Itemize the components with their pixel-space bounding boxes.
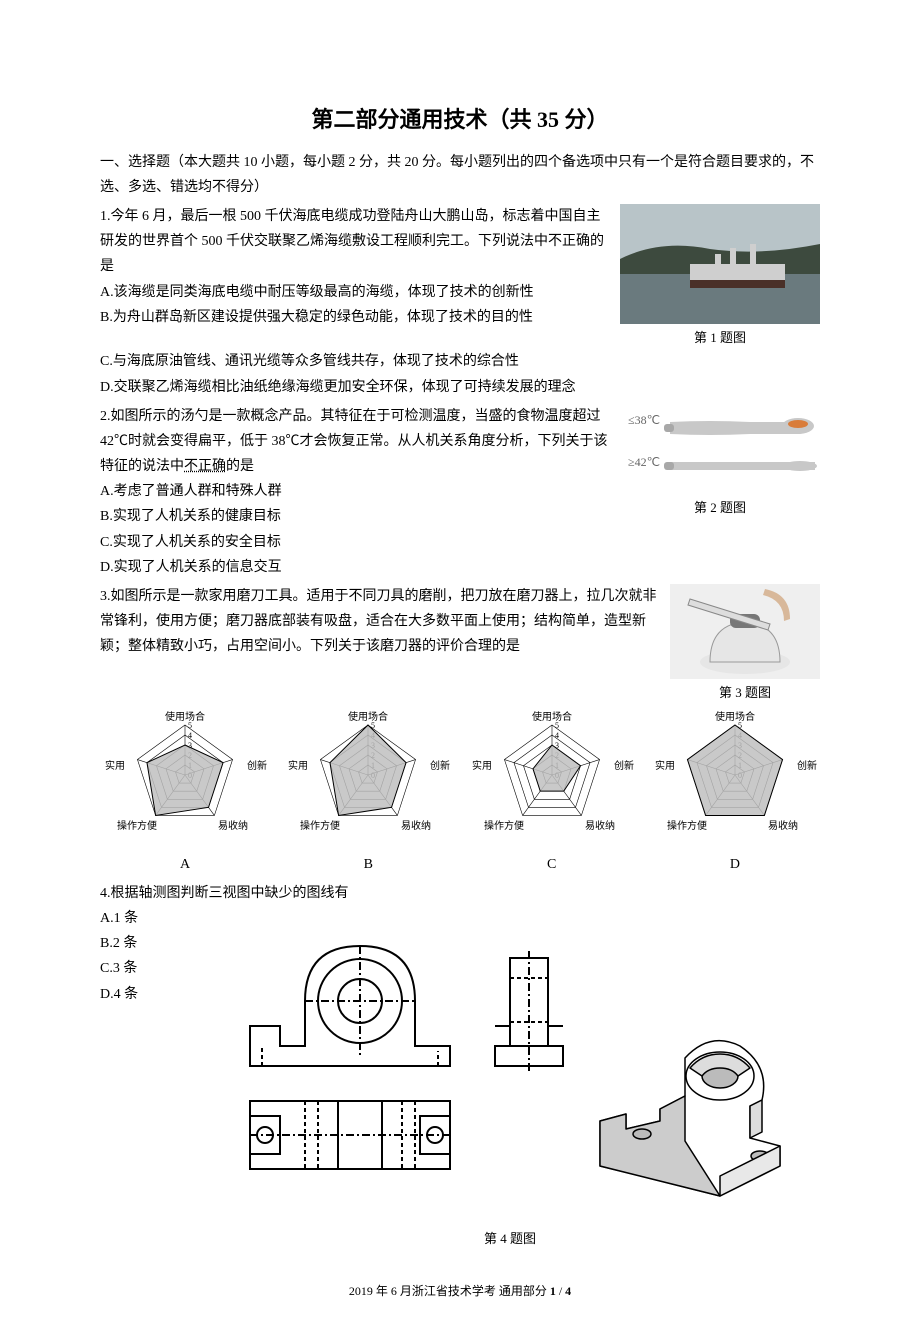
q1-optB: B.为舟山群岛新区建设提供强大稳定的绿色动能，体现了技术的目的性	[100, 305, 610, 330]
q1-caption: 第 1 题图	[694, 326, 746, 349]
radar-letter-D: D	[650, 852, 820, 877]
q2-stem-c: 的是	[226, 459, 254, 474]
q4-stem: 4.根据轴测图判断三视图中缺少的图线有	[100, 881, 820, 906]
svg-text:≤38℃: ≤38℃	[628, 413, 660, 427]
svg-text:易收纳: 易收纳	[218, 819, 248, 832]
svg-text:4: 4	[555, 731, 559, 740]
q4-caption: 第 4 题图	[200, 1227, 820, 1250]
question-1: 1.今年 6 月，最后一根 500 千伏海底电缆成功登陆舟山大鹏山岛，标志着中国…	[100, 204, 820, 400]
svg-text:创新: 创新	[797, 759, 817, 772]
svg-text:操作方便: 操作方便	[117, 819, 157, 832]
svg-text:实用: 实用	[288, 759, 308, 772]
q2-optD: D.实现了人机关系的信息交互	[100, 555, 610, 580]
svg-text:≥42℃: ≥42℃	[628, 455, 660, 469]
svg-text:操作方便: 操作方便	[300, 819, 340, 832]
q3-radar-row: 012345使用场合创新易收纳操作方便实用A012345使用场合创新易收纳操作方…	[100, 710, 820, 876]
q2-optC: C.实现了人机关系的安全目标	[100, 530, 610, 555]
footer-sep: /	[556, 1284, 565, 1298]
q3-photo	[670, 584, 820, 679]
radar-B: 012345使用场合创新易收纳操作方便实用B	[283, 710, 453, 876]
q4-optC: C.3 条	[100, 956, 180, 981]
q3-stem: 3.如图所示是一款家用磨刀工具。适用于不同刀具的磨削，把刀放在磨刀器上，拉几次就…	[100, 584, 660, 660]
svg-text:实用: 实用	[105, 759, 125, 772]
q1-optC: C.与海底原油管线、通讯光缆等众多管线共存，体现了技术的综合性	[100, 349, 820, 374]
q2-photo: ≤38℃ ≥42℃	[620, 404, 820, 494]
page-title: 第二部分通用技术（共 35 分）	[100, 100, 820, 140]
radar-A: 012345使用场合创新易收纳操作方便实用A	[100, 710, 270, 876]
page-footer: 2019 年 6 月浙江省技术学考 通用部分 1 / 4	[100, 1281, 820, 1303]
footer-text: 2019 年 6 月浙江省技术学考 通用部分	[349, 1284, 550, 1298]
q1-optD: D.交联聚乙烯海缆相比油纸绝缘海缆更加安全环保，体现了可持续发展的理念	[100, 375, 820, 400]
svg-text:使用场合: 使用场合	[715, 710, 755, 723]
radar-letter-B: B	[283, 852, 453, 877]
svg-text:创新: 创新	[614, 759, 634, 772]
svg-text:创新: 创新	[430, 759, 450, 772]
svg-text:易收纳: 易收纳	[585, 819, 615, 832]
q2-stem-a: 2.如图所示的汤勺是一款概念产品。其特征在于可检测温度，当盛的食物温度超过 42…	[100, 409, 608, 474]
svg-text:操作方便: 操作方便	[484, 819, 524, 832]
q1-photo	[620, 204, 820, 324]
radar-C: 012345使用场合创新易收纳操作方便实用C	[467, 710, 637, 876]
q3-caption: 第 3 题图	[719, 681, 771, 704]
q2-stem: 2.如图所示的汤勺是一款概念产品。其特征在于可检测温度，当盛的食物温度超过 42…	[100, 404, 610, 480]
q2-stem-b: 不正确	[184, 459, 226, 474]
radar-letter-C: C	[467, 852, 637, 877]
q2-optB: B.实现了人机关系的健康目标	[100, 504, 610, 529]
svg-text:实用: 实用	[655, 759, 675, 772]
q4-optB: B.2 条	[100, 931, 180, 956]
svg-text:4: 4	[188, 731, 192, 740]
svg-text:使用场合: 使用场合	[348, 710, 388, 723]
question-3: 3.如图所示是一款家用磨刀工具。适用于不同刀具的磨削，把刀放在磨刀器上，拉几次就…	[100, 584, 820, 877]
q4-optA: A.1 条	[100, 906, 180, 931]
svg-text:实用: 实用	[472, 759, 492, 772]
question-4: 4.根据轴测图判断三视图中缺少的图线有 A.1 条 B.2 条 C.3 条 D.…	[100, 881, 820, 1251]
footer-page-total: 4	[565, 1284, 571, 1298]
q1-optA: A.该海缆是同类海底电缆中耐压等级最高的海缆，体现了技术的创新性	[100, 280, 610, 305]
q4-drawing	[230, 906, 790, 1216]
svg-text:易收纳: 易收纳	[768, 819, 798, 832]
svg-text:使用场合: 使用场合	[532, 710, 572, 723]
q2-optA: A.考虑了普通人群和特殊人群	[100, 479, 610, 504]
radar-D: 012345使用场合创新易收纳操作方便实用D	[650, 710, 820, 876]
svg-text:易收纳: 易收纳	[401, 819, 431, 832]
q4-optD: D.4 条	[100, 982, 180, 1007]
q2-caption: 第 2 题图	[694, 496, 746, 519]
svg-text:操作方便: 操作方便	[667, 819, 707, 832]
section-intro: 一、选择题（本大题共 10 小题，每小题 2 分，共 20 分。每小题列出的四个…	[100, 150, 820, 200]
svg-text:使用场合: 使用场合	[165, 710, 205, 723]
q1-stem: 1.今年 6 月，最后一根 500 千伏海底电缆成功登陆舟山大鹏山岛，标志着中国…	[100, 204, 610, 280]
question-2: 2.如图所示的汤勺是一款概念产品。其特征在于可检测温度，当盛的食物温度超过 42…	[100, 404, 820, 580]
radar-letter-A: A	[100, 852, 270, 877]
svg-text:创新: 创新	[247, 759, 267, 772]
